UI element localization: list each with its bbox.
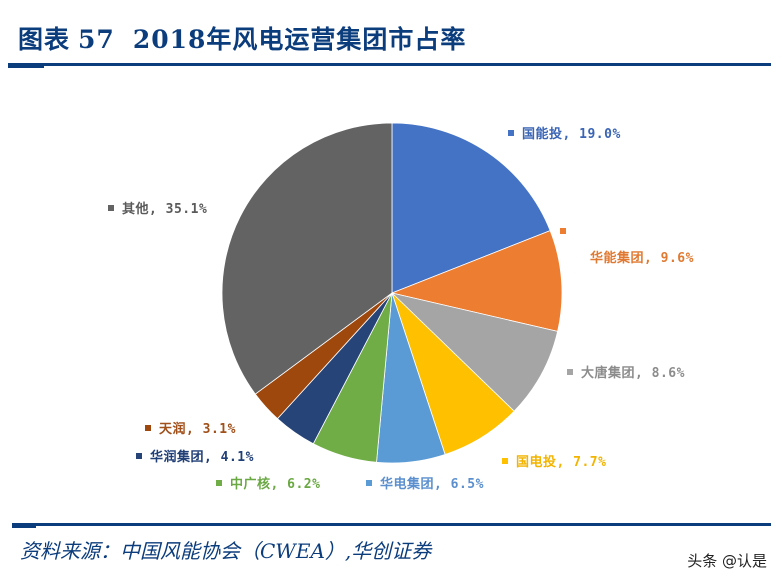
- pie-slice-1: [390, 230, 563, 332]
- legend-marker-icon: [136, 452, 142, 459]
- footer-rule: [12, 523, 771, 526]
- label-huarun: 华润集团, 4.1%: [136, 446, 254, 465]
- figure-label: 图表: [18, 25, 71, 54]
- legend-marker-icon: [560, 228, 566, 234]
- pie-slices: [221, 122, 563, 464]
- header-rule: [8, 63, 771, 66]
- label-others: 其他, 35.1%: [108, 198, 207, 217]
- label-zhongguanghe: 中广核, 6.2%: [216, 473, 320, 492]
- label-huadian: 华电集团, 6.5%: [366, 473, 484, 492]
- label-datang: 大唐集团, 8.6%: [567, 362, 685, 381]
- watermark: 头条 @认是: [687, 552, 767, 570]
- source-note: 资料来源：中国风能协会（CWEA）,华创证券: [20, 539, 432, 563]
- label-huaneng: 华能集团, 9.6%: [560, 228, 694, 266]
- pie-slice-0: [391, 122, 551, 294]
- legend-marker-icon: [216, 479, 222, 486]
- pie-slice-2: [390, 292, 559, 412]
- figure-number: 57: [78, 25, 115, 54]
- header-rule-accent: [8, 63, 44, 68]
- legend-marker-icon: [145, 424, 151, 431]
- figure-title: 图表 57 2018年风电运营集团市占率: [18, 20, 466, 56]
- chart-title: 2018年风电运营集团市占率: [132, 25, 467, 54]
- legend-marker-icon: [108, 204, 114, 211]
- legend-marker-icon: [502, 457, 508, 464]
- legend-marker-icon: [366, 479, 372, 486]
- label-tianrun: 天润, 3.1%: [145, 418, 236, 437]
- label-guodiantou: 国电投, 7.7%: [502, 451, 606, 470]
- legend-marker-icon: [508, 129, 514, 136]
- label-guonengtou: 国能投, 19.0%: [508, 123, 621, 142]
- footer-rule-accent: [12, 523, 36, 528]
- legend-marker-icon: [567, 368, 573, 375]
- pie-slice-8: [221, 122, 393, 395]
